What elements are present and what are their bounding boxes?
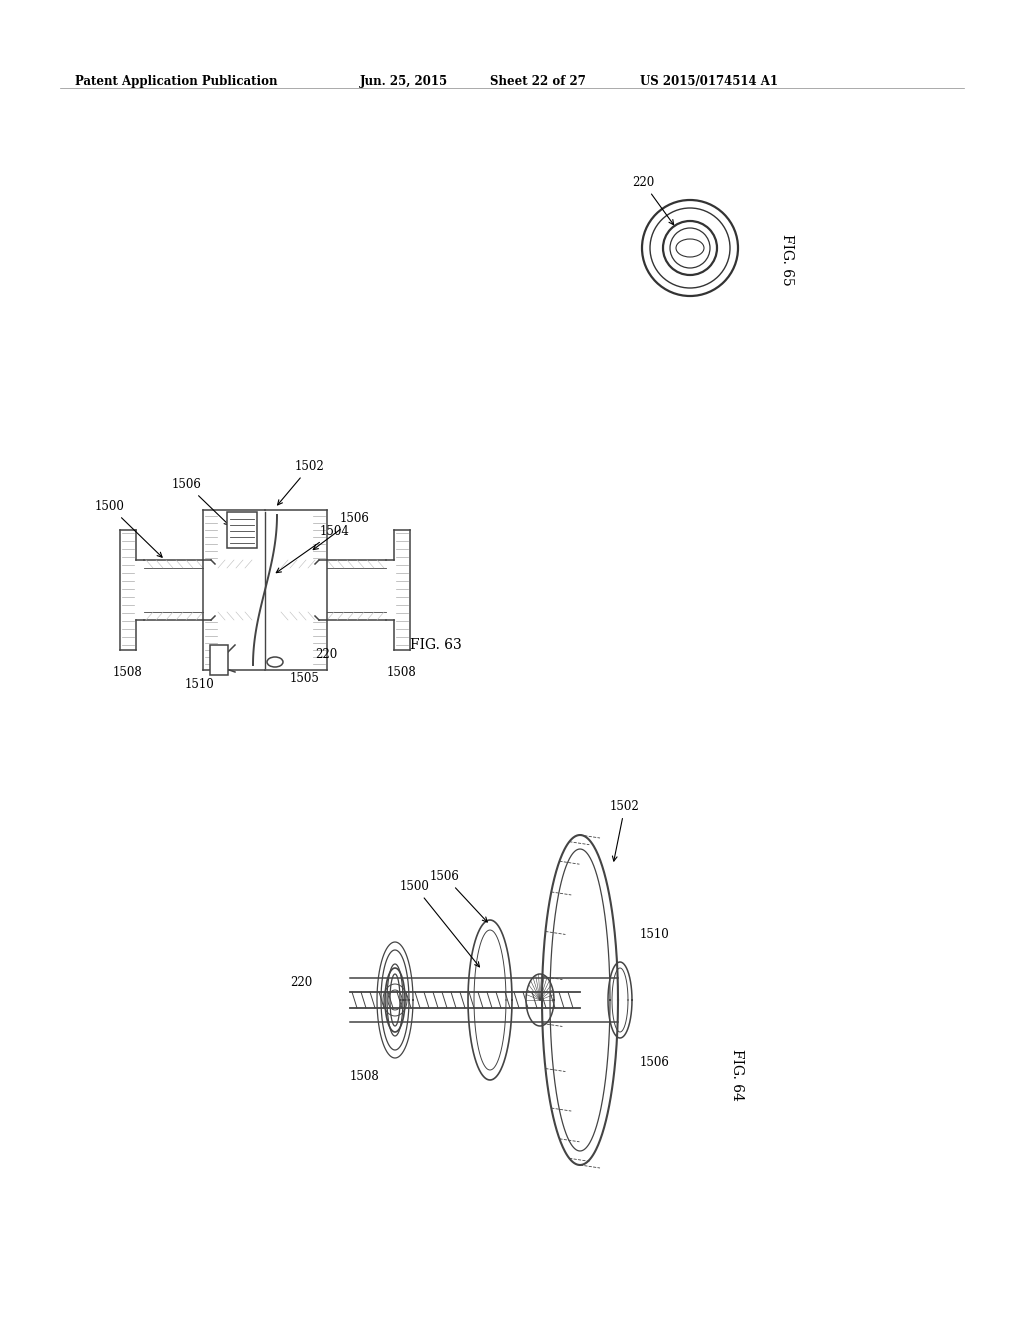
Text: 220: 220: [632, 176, 674, 224]
Text: Patent Application Publication: Patent Application Publication: [75, 75, 278, 88]
Text: 220: 220: [290, 975, 312, 989]
Text: FIG. 64: FIG. 64: [730, 1049, 744, 1101]
Text: Sheet 22 of 27: Sheet 22 of 27: [490, 75, 586, 88]
Bar: [227, 512, 257, 548]
Text: 1506: 1506: [640, 1056, 670, 1069]
Text: 1502: 1502: [278, 459, 325, 506]
Text: 220: 220: [315, 648, 337, 661]
Text: 1508: 1508: [387, 665, 417, 678]
Bar: [210, 645, 228, 675]
Text: US 2015/0174514 A1: US 2015/0174514 A1: [640, 75, 778, 88]
Text: 1508: 1508: [350, 1071, 380, 1084]
Text: 1510: 1510: [640, 928, 670, 940]
Text: 1500: 1500: [400, 880, 479, 966]
Text: Jun. 25, 2015: Jun. 25, 2015: [360, 75, 449, 88]
Text: 1500: 1500: [95, 500, 162, 557]
Text: FIG. 65: FIG. 65: [780, 234, 794, 286]
Text: 1506: 1506: [313, 512, 370, 549]
Text: 1505: 1505: [290, 672, 319, 685]
Text: FIG. 63: FIG. 63: [410, 638, 462, 652]
Text: 1506: 1506: [430, 870, 487, 923]
Text: 1508: 1508: [113, 665, 143, 678]
Text: 1506: 1506: [172, 478, 229, 525]
Text: 1504: 1504: [276, 525, 350, 573]
Text: 1502: 1502: [610, 800, 640, 861]
Text: 1510: 1510: [185, 678, 215, 692]
